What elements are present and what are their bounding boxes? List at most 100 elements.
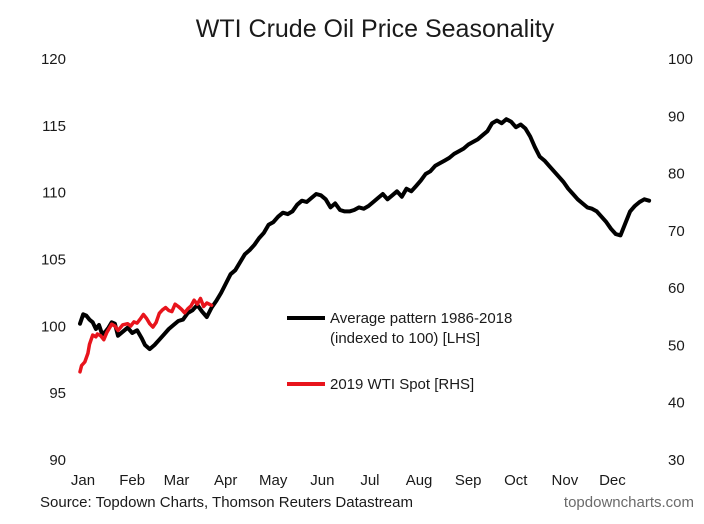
- data-point-2019-spot: [211, 304, 213, 306]
- x-tick-label: Dec: [599, 472, 626, 489]
- data-point-average: [429, 170, 431, 172]
- data-point-average: [136, 329, 138, 331]
- data-point-average: [88, 319, 91, 321]
- data-point-average: [122, 331, 124, 333]
- data-point-average: [239, 261, 241, 263]
- data-point-2019-spot: [88, 343, 91, 345]
- data-point-2019-spot: [96, 333, 98, 335]
- data-point-average: [329, 206, 332, 208]
- data-point-average: [558, 176, 560, 178]
- data-point-average: [127, 327, 129, 329]
- data-point-2019-spot: [103, 339, 105, 341]
- data-point-average: [98, 324, 100, 326]
- data-point-2019-spot: [193, 299, 195, 301]
- x-tick-label: Aug: [406, 472, 433, 489]
- data-point-average: [444, 160, 446, 162]
- data-point-average: [95, 328, 97, 330]
- right-tick-label: 40: [668, 395, 685, 412]
- left-tick-label: 95: [49, 385, 66, 402]
- legend-label-2019-spot: 2019 WTI Spot [RHS]: [330, 376, 474, 393]
- left-tick-label: 100: [41, 318, 66, 335]
- data-point-average: [605, 221, 607, 223]
- data-point-average: [225, 283, 227, 285]
- data-point-average: [486, 130, 488, 132]
- data-point-average: [141, 337, 143, 339]
- data-point-average: [501, 122, 503, 124]
- data-point-2019-spot: [155, 321, 157, 324]
- data-point-average: [334, 202, 336, 204]
- data-point-average: [524, 127, 527, 130]
- x-tick-label: Oct: [504, 472, 528, 489]
- data-point-average: [439, 162, 441, 164]
- data-point-2019-spot: [165, 307, 167, 309]
- data-point-2019-spot: [95, 336, 97, 338]
- x-tick-label: May: [259, 472, 288, 489]
- data-point-average: [301, 200, 303, 202]
- data-point-average: [520, 123, 522, 126]
- data-point-average: [82, 313, 84, 315]
- data-point-average: [158, 339, 160, 341]
- data-point-average: [458, 150, 460, 152]
- data-point-average: [220, 292, 222, 294]
- data-point-average: [253, 244, 255, 246]
- data-point-average: [85, 315, 87, 317]
- data-point-average: [619, 234, 622, 236]
- data-point-average: [372, 201, 374, 203]
- data-point-2019-spot: [84, 361, 86, 363]
- data-point-2019-spot: [199, 297, 202, 300]
- data-point-average: [420, 180, 422, 182]
- data-point-average: [539, 156, 541, 158]
- x-axis: Jan Feb Mar Apr May Jun Jul Aug Sep Oct Nov Dec: [71, 472, 626, 489]
- data-point-average: [348, 210, 351, 212]
- data-point-average: [315, 193, 317, 195]
- data-point-average: [615, 233, 617, 235]
- data-point-2019-spot: [180, 308, 183, 310]
- data-point-average: [529, 135, 531, 138]
- data-point-average: [306, 201, 308, 203]
- right-tick-label: 90: [668, 108, 685, 125]
- left-tick-label: 90: [49, 452, 66, 469]
- right-tick-label: 70: [668, 223, 685, 240]
- right-tick-label: 30: [668, 452, 685, 469]
- chart-title: WTI Crude Oil Price Seasonality: [196, 15, 555, 43]
- data-point-average: [325, 198, 327, 200]
- data-point-average: [244, 253, 246, 255]
- left-axis: 90 95 100 105 110 115 120: [41, 51, 66, 469]
- data-point-2019-spot: [196, 303, 198, 305]
- data-point-average: [472, 141, 474, 143]
- data-point-average: [131, 332, 133, 334]
- data-point-average: [515, 126, 517, 128]
- data-point-2019-spot: [146, 317, 148, 320]
- left-tick-label: 105: [41, 252, 66, 269]
- data-point-2019-spot: [168, 309, 170, 312]
- x-tick-label: Nov: [552, 472, 579, 489]
- data-point-2019-spot: [171, 311, 173, 313]
- legend-label-average-line2: (indexed to 100) [LHS]: [330, 330, 480, 347]
- x-tick-label: Jan: [71, 472, 95, 489]
- data-point-average: [510, 121, 512, 123]
- data-point-average: [117, 335, 119, 337]
- data-point-average: [282, 212, 284, 214]
- x-tick-label: Sep: [455, 472, 482, 489]
- data-point-average: [291, 210, 293, 212]
- right-tick-label: 60: [668, 280, 685, 297]
- data-point-average: [401, 196, 403, 198]
- plot-area: [78, 117, 652, 374]
- data-point-average: [163, 333, 165, 335]
- data-point-average: [534, 146, 536, 148]
- data-point-average: [477, 138, 479, 140]
- data-point-average: [191, 309, 194, 311]
- data-point-average: [187, 312, 189, 314]
- data-point-2019-spot: [87, 352, 89, 354]
- data-point-average: [201, 311, 203, 313]
- data-point-2019-spot: [114, 325, 116, 327]
- data-point-average: [610, 228, 612, 230]
- data-point-average: [624, 222, 626, 224]
- data-point-average: [215, 300, 217, 302]
- x-tick-label: Apr: [214, 472, 237, 489]
- legend-label-average-line1: Average pattern 1986-2018: [330, 310, 512, 327]
- data-point-average: [415, 185, 417, 187]
- data-point-average: [467, 143, 469, 146]
- data-point-average: [410, 190, 412, 192]
